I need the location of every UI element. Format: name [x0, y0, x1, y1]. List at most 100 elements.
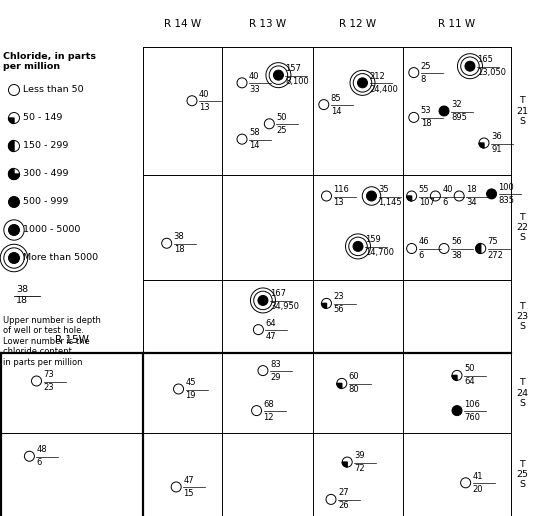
Text: 45: 45 — [185, 378, 196, 387]
Text: 6: 6 — [419, 250, 424, 260]
Text: 29: 29 — [270, 373, 280, 382]
Text: 6: 6 — [443, 198, 448, 207]
Text: 106: 106 — [464, 399, 480, 409]
Circle shape — [439, 106, 449, 116]
Text: T
21
S: T 21 S — [516, 96, 528, 126]
Text: T
23
S: T 23 S — [516, 301, 528, 331]
Circle shape — [9, 252, 19, 264]
Circle shape — [9, 197, 19, 207]
Wedge shape — [9, 140, 14, 152]
Text: 15: 15 — [183, 489, 194, 498]
Text: 1000 - 5000: 1000 - 5000 — [23, 225, 80, 234]
Text: 13: 13 — [199, 103, 210, 112]
Wedge shape — [406, 196, 412, 201]
Text: 58: 58 — [249, 128, 260, 137]
Text: 500 - 999: 500 - 999 — [23, 198, 68, 206]
Text: 91: 91 — [491, 145, 501, 154]
Text: 53: 53 — [421, 106, 431, 116]
Text: 50 - 149: 50 - 149 — [23, 114, 63, 122]
Text: 47: 47 — [183, 476, 194, 485]
Wedge shape — [337, 383, 342, 389]
Text: 23: 23 — [334, 293, 344, 301]
Circle shape — [357, 78, 368, 88]
Text: T
25
S: T 25 S — [516, 460, 528, 489]
Circle shape — [258, 296, 268, 305]
Text: 13,050: 13,050 — [477, 68, 506, 77]
Text: 895: 895 — [451, 113, 467, 122]
Text: 64: 64 — [265, 319, 276, 328]
Text: 157: 157 — [286, 64, 301, 73]
Circle shape — [273, 70, 284, 80]
Text: 18: 18 — [466, 185, 477, 194]
Text: 272: 272 — [488, 250, 503, 260]
Text: 85: 85 — [331, 93, 341, 103]
Text: Chloride, in parts
per million: Chloride, in parts per million — [3, 52, 96, 71]
Text: 41: 41 — [473, 472, 483, 481]
Text: 68: 68 — [264, 399, 274, 409]
Text: 8,100: 8,100 — [286, 77, 309, 86]
Text: 8: 8 — [421, 75, 426, 84]
Text: 300 - 499: 300 - 499 — [23, 169, 68, 179]
Text: More than 5000: More than 5000 — [23, 253, 98, 263]
Text: 34: 34 — [466, 198, 477, 207]
Wedge shape — [321, 303, 327, 309]
Circle shape — [452, 406, 462, 415]
Text: 150 - 299: 150 - 299 — [23, 141, 68, 151]
Text: 38: 38 — [16, 285, 28, 294]
Text: 33: 33 — [249, 85, 260, 94]
Text: 25: 25 — [421, 61, 431, 71]
Text: 60: 60 — [349, 373, 360, 381]
Text: Less than 50: Less than 50 — [23, 86, 84, 94]
Text: 12: 12 — [264, 413, 274, 422]
Text: 27: 27 — [338, 489, 349, 497]
Text: 48: 48 — [37, 445, 47, 454]
Text: 116: 116 — [334, 185, 349, 194]
Text: R 15W: R 15W — [55, 335, 89, 345]
Text: 32: 32 — [451, 100, 462, 109]
Circle shape — [9, 224, 19, 235]
Text: 13: 13 — [334, 198, 344, 207]
Text: R 14 W: R 14 W — [164, 19, 201, 29]
Text: 835: 835 — [499, 196, 515, 205]
Text: T
22
S: T 22 S — [516, 213, 528, 243]
Text: 23: 23 — [44, 383, 54, 392]
Text: R 13 W: R 13 W — [249, 19, 286, 29]
Text: T
24
S: T 24 S — [516, 378, 528, 408]
Wedge shape — [342, 462, 347, 467]
Wedge shape — [476, 244, 481, 253]
Text: 18: 18 — [16, 296, 28, 305]
Text: 212: 212 — [370, 72, 385, 81]
Text: 1,145: 1,145 — [378, 198, 402, 207]
Text: 75: 75 — [488, 237, 499, 247]
Text: 167: 167 — [270, 289, 286, 298]
Circle shape — [465, 61, 475, 71]
Text: 80: 80 — [349, 385, 360, 394]
Text: 56: 56 — [451, 237, 462, 247]
Text: 50: 50 — [277, 113, 287, 122]
Text: 38: 38 — [451, 250, 462, 260]
Text: 64: 64 — [464, 377, 475, 386]
Text: 40: 40 — [443, 185, 453, 194]
Circle shape — [353, 241, 363, 251]
Wedge shape — [452, 376, 457, 380]
Text: 56: 56 — [334, 305, 344, 314]
Circle shape — [487, 189, 496, 199]
Text: 46: 46 — [419, 237, 429, 247]
Text: 36: 36 — [491, 132, 502, 141]
Text: 25: 25 — [277, 126, 287, 135]
Text: 760: 760 — [464, 413, 480, 422]
Text: 39: 39 — [354, 451, 365, 460]
Text: 20: 20 — [473, 485, 483, 494]
Text: 73: 73 — [44, 370, 54, 379]
Text: 24,400: 24,400 — [370, 85, 398, 94]
Text: 14: 14 — [249, 141, 259, 150]
Text: 14: 14 — [331, 107, 341, 116]
Text: 83: 83 — [270, 360, 281, 368]
Text: R 12 W: R 12 W — [340, 19, 377, 29]
Text: 38: 38 — [174, 232, 184, 241]
Text: 35: 35 — [378, 185, 389, 194]
Text: 40: 40 — [249, 72, 259, 81]
Text: R 11 W: R 11 W — [438, 19, 475, 29]
Text: 18: 18 — [174, 245, 184, 254]
Text: 72: 72 — [354, 464, 365, 473]
